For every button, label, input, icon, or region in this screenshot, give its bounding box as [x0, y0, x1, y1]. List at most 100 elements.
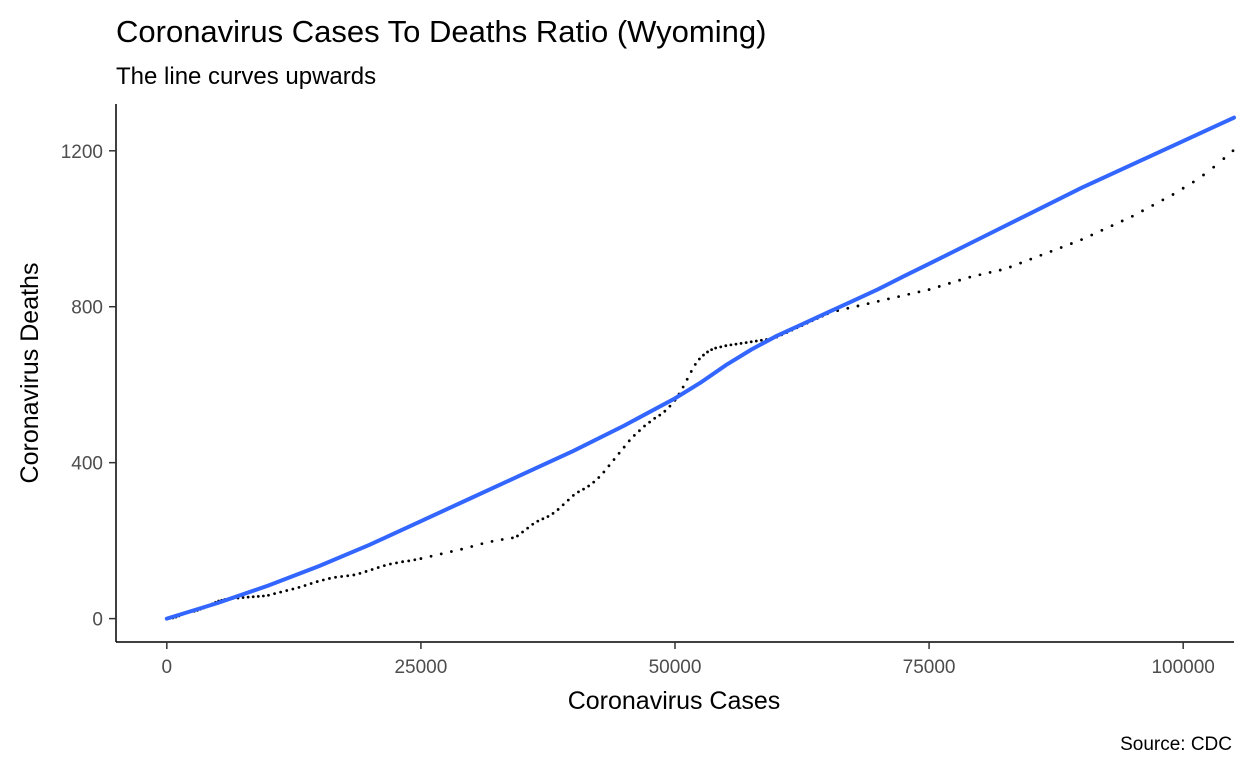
data-point — [658, 413, 662, 417]
y-axis-title: Coronavirus Deaths — [16, 263, 44, 484]
data-point — [571, 494, 575, 497]
plot-area — [164, 115, 1236, 621]
data-point — [285, 589, 289, 592]
data-point — [856, 304, 860, 308]
data-point — [632, 433, 636, 437]
data-point — [407, 559, 411, 563]
data-point — [450, 550, 453, 553]
data-point — [1059, 246, 1063, 249]
data-point — [577, 490, 580, 494]
x-tick-label: 75000 — [903, 657, 956, 678]
data-point — [376, 566, 380, 569]
data-point — [490, 540, 494, 543]
data-point — [693, 363, 697, 366]
data-point — [897, 295, 900, 298]
data-point — [1231, 149, 1235, 153]
data-point — [876, 299, 880, 303]
data-point — [937, 285, 941, 288]
x-tick-label: 25000 — [394, 657, 447, 678]
data-point — [592, 480, 596, 484]
data-point — [754, 339, 758, 343]
x-tick-label: 0 — [162, 657, 173, 678]
data-point — [470, 545, 474, 548]
data-point — [1090, 233, 1094, 237]
data-point — [917, 290, 921, 294]
x-axis-ticks: 0 25000 50000 75000 100000 — [162, 642, 1215, 678]
data-point — [521, 530, 524, 534]
data-point — [256, 594, 260, 598]
data-point — [714, 346, 718, 350]
data-point — [566, 498, 570, 502]
x-tick-label: 100000 — [1151, 657, 1214, 678]
data-point — [607, 464, 611, 468]
data-point — [315, 580, 319, 583]
data-point — [968, 275, 972, 279]
y-tick-label: 400 — [71, 454, 103, 475]
data-point — [556, 508, 560, 511]
data-point — [1222, 157, 1226, 160]
data-point — [643, 424, 646, 428]
data-point — [541, 517, 545, 521]
data-point — [617, 451, 621, 455]
data-point — [291, 587, 295, 591]
data-point — [413, 558, 417, 562]
data-point — [480, 542, 484, 546]
data-point — [303, 584, 307, 587]
chart-title: Coronavirus Cases To Deaths Ratio (Wyomi… — [116, 14, 766, 49]
data-point — [429, 554, 433, 558]
data-point — [551, 511, 555, 515]
data-point — [297, 586, 301, 589]
data-point — [536, 519, 540, 523]
y-tick-label: 1200 — [61, 142, 103, 163]
data-point — [1039, 253, 1043, 257]
data-point — [1151, 203, 1155, 207]
data-point — [668, 404, 672, 408]
data-point — [246, 595, 250, 599]
data-point — [1130, 214, 1134, 218]
data-point — [321, 578, 325, 582]
data-point — [510, 536, 514, 540]
data-point — [988, 271, 992, 274]
data-point — [907, 292, 911, 296]
data-point — [1120, 219, 1124, 223]
data-point — [500, 538, 504, 541]
data-point — [1080, 238, 1083, 242]
data-point — [526, 526, 530, 530]
data-point — [1049, 249, 1053, 253]
data-point — [710, 348, 713, 352]
data-point — [1029, 257, 1033, 261]
data-point — [927, 288, 931, 291]
data-point — [702, 353, 705, 357]
data-point — [531, 522, 535, 526]
data-point — [1141, 209, 1144, 213]
data-point — [978, 273, 982, 277]
data-point — [370, 568, 374, 571]
data-point — [719, 345, 723, 349]
data-point — [948, 281, 951, 285]
data-point — [648, 420, 651, 424]
chart-subtitle: The line curves upwards — [116, 63, 376, 90]
data-point — [1191, 180, 1195, 184]
data-point — [627, 439, 631, 443]
data-point — [724, 344, 728, 348]
y-tick-label: 800 — [71, 298, 103, 319]
data-point — [1161, 198, 1165, 202]
data-point — [309, 582, 313, 585]
data-point — [653, 416, 657, 420]
data-point — [382, 564, 386, 567]
data-point — [419, 557, 423, 560]
data-point — [546, 515, 550, 518]
data-point — [401, 560, 405, 564]
data-point — [1110, 224, 1114, 228]
data-point — [439, 552, 443, 556]
data-point — [887, 297, 890, 301]
y-tick-label: 0 — [92, 610, 103, 631]
data-point — [1171, 193, 1175, 196]
data-point — [352, 573, 356, 577]
data-point — [663, 409, 667, 413]
data-point — [739, 341, 743, 345]
data-point — [602, 470, 606, 474]
data-point — [866, 302, 870, 306]
data-point — [685, 377, 689, 381]
